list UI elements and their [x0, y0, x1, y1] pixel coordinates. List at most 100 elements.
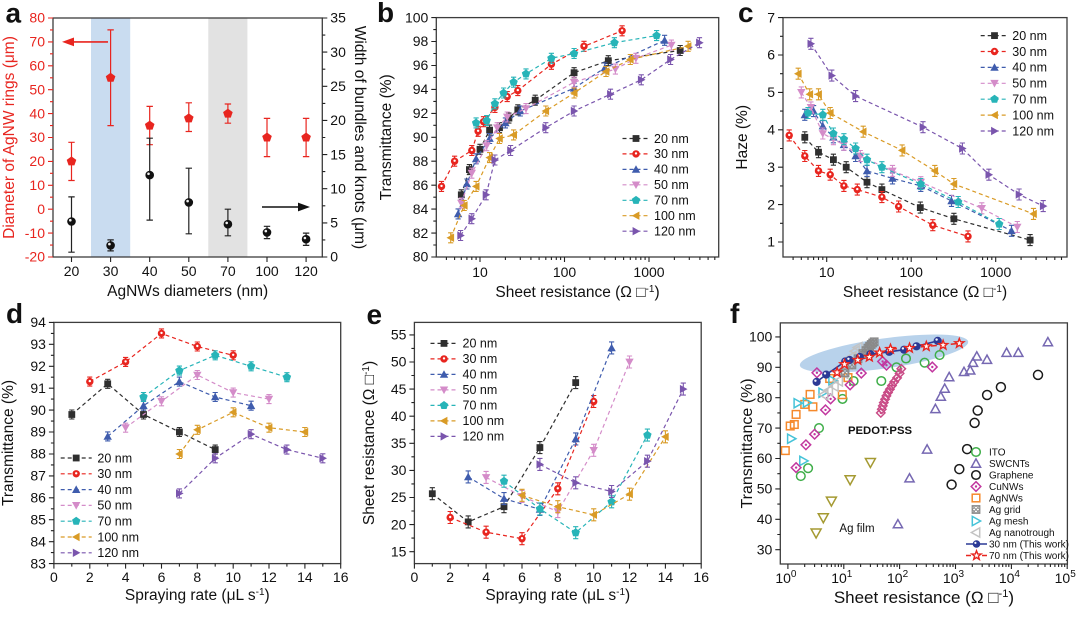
svg-text:40 nm: 40 nm	[97, 483, 132, 497]
svg-text:5: 5	[330, 215, 338, 231]
svg-text:Haze (%): Haze (%)	[734, 105, 751, 170]
svg-text:94: 94	[30, 314, 46, 330]
svg-text:85: 85	[30, 511, 46, 527]
svg-text:100: 100	[255, 263, 279, 279]
svg-text:10: 10	[29, 177, 45, 193]
svg-text:35: 35	[391, 435, 407, 451]
svg-text:30: 30	[103, 263, 119, 279]
svg-text:AgNWs: AgNWs	[989, 494, 1023, 505]
svg-text:100 nm: 100 nm	[1012, 108, 1054, 122]
svg-text:120: 120	[294, 263, 318, 279]
svg-text:100 nm: 100 nm	[463, 414, 505, 428]
svg-text:70: 70	[757, 420, 773, 436]
svg-text:88: 88	[413, 153, 429, 169]
svg-text:Sheet resistance (Ω □-1): Sheet resistance (Ω □-1)	[495, 284, 659, 301]
svg-text:80: 80	[29, 10, 45, 26]
svg-text:90: 90	[413, 129, 429, 145]
svg-text:Transmittance (%): Transmittance (%)	[378, 74, 395, 200]
svg-text:50 nm: 50 nm	[97, 499, 132, 513]
svg-text:5: 5	[767, 84, 775, 100]
svg-text:84: 84	[30, 533, 46, 549]
svg-text:20 nm: 20 nm	[463, 337, 498, 351]
svg-text:30: 30	[29, 129, 45, 145]
svg-text:50 nm: 50 nm	[463, 383, 498, 397]
svg-text:40: 40	[391, 408, 407, 424]
svg-text:50 nm: 50 nm	[1012, 77, 1047, 91]
svg-text:70 nm: 70 nm	[463, 399, 498, 413]
svg-text:100: 100	[900, 264, 924, 280]
svg-text:55: 55	[391, 327, 407, 343]
svg-text:1: 1	[767, 234, 775, 250]
svg-text:89: 89	[30, 424, 46, 440]
svg-text:20: 20	[29, 153, 45, 169]
svg-text:93: 93	[30, 336, 46, 352]
svg-text:84: 84	[413, 201, 429, 217]
svg-text:20: 20	[64, 263, 80, 279]
svg-text:10: 10	[586, 569, 602, 585]
svg-text:30 nm: 30 nm	[1012, 45, 1047, 59]
svg-text:120 nm: 120 nm	[463, 430, 505, 444]
svg-text:80: 80	[757, 389, 773, 405]
svg-text:12: 12	[261, 569, 277, 585]
svg-text:c: c	[738, 0, 754, 28]
svg-text:120 nm: 120 nm	[97, 546, 139, 560]
svg-text:100: 100	[553, 264, 577, 280]
svg-text:SWCNTs: SWCNTs	[989, 459, 1030, 470]
svg-text:60: 60	[757, 450, 773, 466]
svg-text:50: 50	[757, 481, 773, 497]
svg-text:20 nm: 20 nm	[654, 132, 689, 146]
svg-text:30 nm: 30 nm	[97, 467, 132, 481]
svg-text:40 nm: 40 nm	[1012, 61, 1047, 75]
svg-text:Transmittance (%): Transmittance (%)	[0, 380, 17, 506]
svg-text:70 nm: 70 nm	[97, 515, 132, 529]
svg-text:2: 2	[446, 569, 454, 585]
svg-text:-20: -20	[25, 249, 45, 265]
svg-text:100: 100	[749, 329, 773, 345]
svg-text:94: 94	[413, 81, 429, 97]
svg-text:82: 82	[413, 225, 429, 241]
svg-text:25: 25	[391, 489, 407, 505]
svg-text:0: 0	[330, 249, 338, 265]
svg-text:100 nm: 100 nm	[97, 530, 139, 544]
svg-text:40: 40	[142, 263, 158, 279]
svg-text:100 nm: 100 nm	[654, 209, 696, 223]
svg-text:4: 4	[482, 569, 490, 585]
svg-text:0: 0	[37, 201, 45, 217]
svg-text:2: 2	[767, 196, 775, 212]
svg-text:40 nm: 40 nm	[654, 163, 689, 177]
svg-text:Graphene: Graphene	[989, 471, 1034, 482]
svg-text:CuNWs: CuNWs	[989, 482, 1023, 493]
svg-text:15: 15	[330, 146, 346, 162]
svg-text:50: 50	[29, 81, 45, 97]
svg-text:45: 45	[391, 381, 407, 397]
svg-text:a: a	[6, 0, 22, 29]
svg-text:30 nm (This work): 30 nm (This work)	[989, 540, 1069, 551]
svg-text:70: 70	[29, 34, 45, 50]
svg-text:12: 12	[622, 569, 638, 585]
svg-text:Spraying rate (μL s-1): Spraying rate (μL s-1)	[125, 587, 270, 604]
svg-text:10: 10	[819, 264, 835, 280]
svg-text:PEDOT:PSS: PEDOT:PSS	[848, 425, 912, 437]
svg-text:50: 50	[391, 354, 407, 370]
svg-text:20: 20	[330, 112, 346, 128]
svg-text:30: 30	[757, 541, 773, 557]
svg-text:1000: 1000	[980, 264, 1011, 280]
svg-text:Sheet resistance (Ω □-1): Sheet resistance (Ω □-1)	[834, 588, 1014, 607]
svg-text:120 nm: 120 nm	[654, 225, 696, 239]
svg-text:30: 30	[391, 462, 407, 478]
svg-text:86: 86	[413, 177, 429, 193]
svg-text:120 nm: 120 nm	[1012, 124, 1054, 138]
svg-text:15: 15	[391, 543, 407, 559]
svg-text:2: 2	[86, 569, 94, 585]
svg-text:70: 70	[220, 263, 236, 279]
svg-text:92: 92	[413, 105, 429, 121]
svg-text:Diameter of AgNW rings (μm): Diameter of AgNW rings (μm)	[1, 36, 18, 239]
svg-text:6: 6	[158, 569, 166, 585]
svg-text:100: 100	[405, 9, 429, 25]
svg-text:40: 40	[757, 511, 773, 527]
svg-text:1000: 1000	[633, 264, 664, 280]
svg-text:8: 8	[193, 569, 201, 585]
svg-text:87: 87	[30, 468, 46, 484]
svg-text:ITO: ITO	[989, 448, 1006, 459]
svg-text:3: 3	[767, 159, 775, 175]
